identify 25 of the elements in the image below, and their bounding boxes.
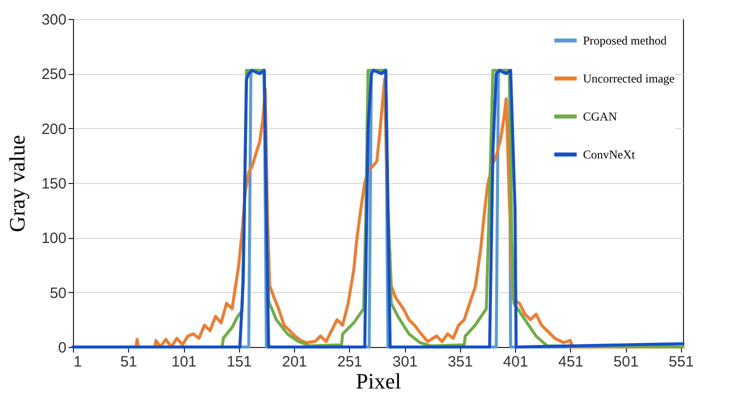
y-tick-label: 200 [41,120,66,138]
y-tick-label: 250 [41,66,66,84]
y-tick-label: 100 [41,230,66,248]
y-tick-label: 50 [50,284,66,302]
x-tick-label: 301 [392,354,418,370]
legend-label: Proposed method [583,34,667,48]
x-tick-label: 551 [668,354,694,370]
legend-label: ConvNeXt [583,148,636,162]
y-tick-label: 150 [41,176,66,192]
x-tick-label: 501 [614,354,639,370]
y-tick-label: 0 [58,340,66,356]
x-tick-label: 1 [74,354,82,370]
x-tick-label: 201 [282,354,308,370]
x-tick-label: 451 [558,354,584,370]
x-tick-label: 251 [337,354,362,370]
x-axis-title: Pixel [356,368,402,394]
y-tick-label: 300 [41,12,66,28]
legend-label: Uncorrected image [583,72,675,86]
x-tick-label: 101 [171,354,197,370]
x-tick-label: 351 [448,354,473,370]
y-axis-title: Gray value [4,134,30,232]
x-tick-label: 401 [503,354,528,370]
legend-label: CGAN [583,110,618,124]
x-tick-label: 151 [226,354,252,370]
x-tick-label: 51 [120,354,138,370]
